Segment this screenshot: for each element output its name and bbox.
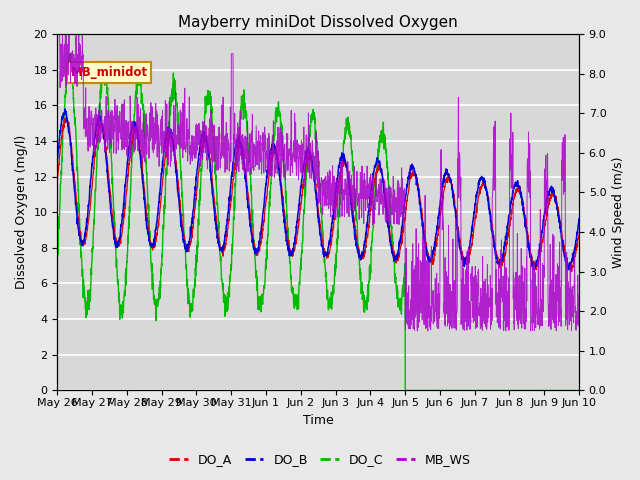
Text: MB_minidot: MB_minidot (70, 66, 148, 79)
Y-axis label: Dissolved Oxygen (mg/l): Dissolved Oxygen (mg/l) (15, 135, 28, 289)
Legend: DO_A, DO_B, DO_C, MB_WS: DO_A, DO_B, DO_C, MB_WS (164, 448, 476, 471)
Title: Mayberry miniDot Dissolved Oxygen: Mayberry miniDot Dissolved Oxygen (179, 15, 458, 30)
Y-axis label: Wind Speed (m/s): Wind Speed (m/s) (612, 156, 625, 268)
X-axis label: Time: Time (303, 414, 333, 427)
